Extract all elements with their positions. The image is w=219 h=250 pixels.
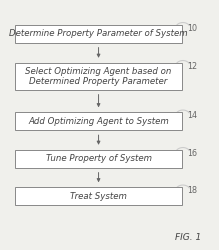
FancyBboxPatch shape (15, 63, 182, 90)
Text: Tune Property of System: Tune Property of System (46, 154, 152, 163)
FancyBboxPatch shape (15, 25, 182, 43)
Text: Select Optimizing Agent based on
Determined Property Parameter: Select Optimizing Agent based on Determi… (25, 66, 172, 86)
Text: FIG. 1: FIG. 1 (175, 234, 201, 242)
Text: Determine Property Parameter of System: Determine Property Parameter of System (9, 29, 188, 38)
Text: Treat System: Treat System (70, 192, 127, 201)
Text: 12: 12 (187, 62, 197, 70)
Text: 10: 10 (187, 24, 197, 32)
FancyBboxPatch shape (15, 112, 182, 130)
Text: 14: 14 (187, 111, 197, 120)
FancyBboxPatch shape (15, 187, 182, 205)
Text: 18: 18 (187, 186, 197, 195)
FancyBboxPatch shape (15, 150, 182, 168)
Text: 16: 16 (187, 148, 197, 158)
Text: Add Optimizing Agent to System: Add Optimizing Agent to System (28, 117, 169, 126)
